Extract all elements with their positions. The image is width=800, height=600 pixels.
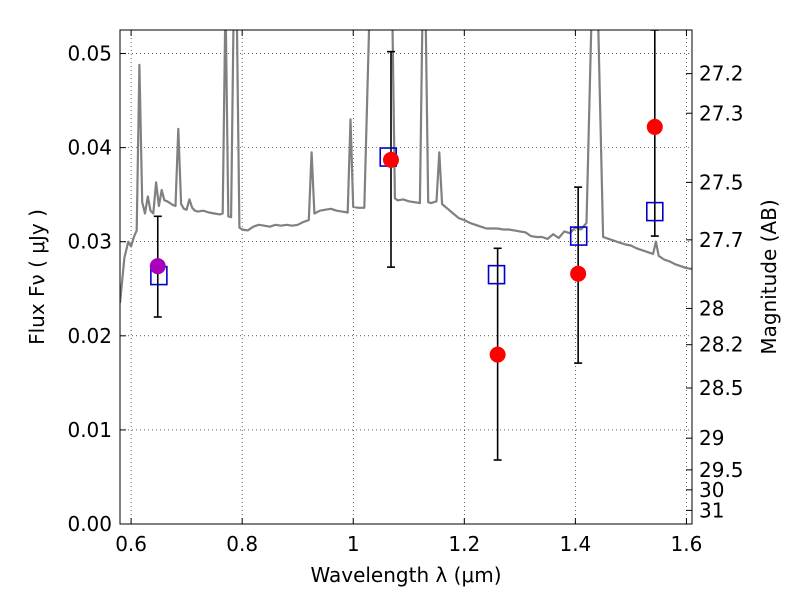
model-point: [645, 201, 664, 222]
mag-tick-label: 29.5: [699, 458, 744, 482]
model-point: [569, 226, 588, 246]
y2-axis-label: Magnitude (AB): [757, 199, 781, 354]
series-layer: [120, 30, 692, 461]
mag-tick-label: 31: [699, 498, 724, 522]
y-tick-label: 0.02: [67, 324, 112, 348]
observed-point: [149, 258, 166, 275]
mag-tick-label: 27.2: [699, 62, 744, 86]
observed-point: [489, 346, 506, 363]
x-tick-label: 1.4: [559, 532, 591, 556]
mag-tick-label: 27.3: [699, 101, 744, 125]
y-tick-label: 0.03: [67, 230, 112, 254]
axes: 0.6 0.8 1 1.2 1.4 1.6 0.00 0.01 0.02 0.03 0.04 0.05…: [67, 30, 744, 556]
y-tick-label: 0.04: [67, 136, 112, 160]
observed-point: [570, 265, 587, 282]
x-tick-label: 0.6: [115, 532, 147, 556]
y-tick-label: 0.05: [67, 42, 112, 66]
plot-frame: [119, 29, 693, 525]
y-tick-label: 0.01: [67, 418, 112, 442]
mag-tick-label: 30: [699, 478, 724, 502]
mag-tick-label: 28: [699, 296, 724, 320]
observed-point: [646, 118, 663, 135]
y-tick-label: 0.00: [67, 512, 112, 536]
x-tick-label: 1: [347, 532, 360, 556]
plot-area: [120, 30, 692, 524]
mag-tick-label: 27.7: [699, 228, 744, 252]
spectrum-line: [120, 30, 692, 304]
mag-tick-label: 29: [699, 426, 724, 450]
observed-point: [383, 151, 400, 168]
mag-tick-label: 28.5: [699, 376, 744, 400]
x-tick-label: 0.8: [226, 532, 258, 556]
model-point: [487, 264, 506, 285]
y-axis-label: Flux Fν ( μJy ): [25, 209, 49, 345]
x-tick-label: 1.6: [671, 532, 703, 556]
mag-tick-label: 27.5: [699, 170, 744, 194]
mag-tick-label: 28.2: [699, 333, 744, 357]
x-tick-label: 1.2: [448, 532, 480, 556]
x-axis-label: Wavelength λ (μm): [310, 563, 501, 587]
